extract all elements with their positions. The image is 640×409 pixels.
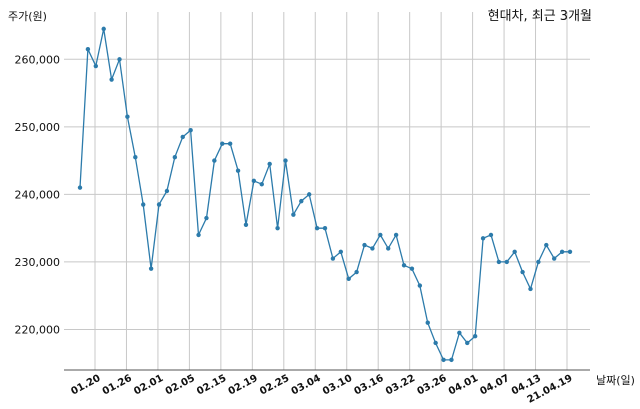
data-point xyxy=(520,269,525,275)
data-point xyxy=(196,232,201,238)
data-point xyxy=(259,182,264,187)
data-point xyxy=(77,185,83,190)
data-point xyxy=(504,259,509,265)
data-point xyxy=(559,249,565,254)
x-tick-label: 01.20 xyxy=(69,373,102,398)
data-point xyxy=(512,249,517,254)
x-tick-label: 03.26 xyxy=(415,373,448,398)
x-tick-label: 02.19 xyxy=(227,373,260,398)
data-point xyxy=(441,357,446,363)
data-point xyxy=(567,249,573,254)
data-point xyxy=(133,155,138,160)
data-point xyxy=(220,141,225,146)
data-point xyxy=(465,340,470,346)
data-point xyxy=(141,202,146,207)
y-tick-label: 260,000 xyxy=(15,53,61,66)
data-point xyxy=(480,236,486,241)
x-tick-label: 02.01 xyxy=(132,373,165,398)
data-point xyxy=(496,259,502,265)
data-point xyxy=(93,63,99,69)
data-point xyxy=(156,202,162,207)
data-point xyxy=(551,256,557,261)
price-series-points xyxy=(77,26,573,363)
data-point xyxy=(125,114,130,119)
data-point xyxy=(172,155,178,160)
x-tick-label: 04.07 xyxy=(478,373,511,398)
data-point xyxy=(488,232,494,238)
y-tick-label: 220,000 xyxy=(15,323,61,336)
x-tick-label: 02.05 xyxy=(164,373,197,398)
x-tick-label: 03.22 xyxy=(384,373,417,398)
x-tick-label: 02.15 xyxy=(195,373,228,398)
data-point xyxy=(354,269,359,275)
data-point xyxy=(370,246,375,251)
x-tick-labels: 01.2001.2602.0102.0502.1502.1902.2503.04… xyxy=(69,373,574,406)
data-point xyxy=(457,330,462,336)
data-point xyxy=(101,26,106,32)
data-point xyxy=(85,46,91,52)
x-tick-label: 01.26 xyxy=(101,373,134,398)
data-point xyxy=(536,259,541,265)
x-tick-label: 04.01 xyxy=(447,373,480,398)
data-point xyxy=(322,225,328,231)
data-point xyxy=(267,161,272,167)
x-tick-label: 03.10 xyxy=(321,373,354,398)
data-point xyxy=(362,242,367,248)
data-point xyxy=(433,340,438,346)
chart-title: 현대차, 최근 3개월 xyxy=(488,9,592,24)
data-point xyxy=(275,225,280,231)
data-point xyxy=(330,256,336,261)
data-point xyxy=(425,320,430,325)
data-point xyxy=(291,212,296,217)
data-point xyxy=(449,357,454,363)
y-tick-label: 250,000 xyxy=(15,121,61,134)
gridlines xyxy=(64,12,590,370)
data-point xyxy=(204,215,209,221)
data-point xyxy=(283,158,288,163)
y-tick-label: 230,000 xyxy=(15,256,61,269)
data-point xyxy=(148,266,154,271)
data-point xyxy=(544,242,549,248)
data-point xyxy=(314,225,320,231)
y-tick-label: 240,000 xyxy=(15,188,61,201)
data-point xyxy=(386,246,391,251)
data-point xyxy=(346,276,351,282)
data-point xyxy=(401,263,407,268)
data-point xyxy=(338,249,344,254)
y-tick-labels: 220,000 230,000 240,000 250,000 260,000 xyxy=(15,53,61,336)
data-point xyxy=(417,283,423,288)
data-point xyxy=(306,192,312,197)
data-point xyxy=(212,158,217,163)
data-point xyxy=(180,134,185,140)
data-point xyxy=(188,128,193,133)
data-point xyxy=(243,222,249,227)
data-point xyxy=(164,188,170,194)
data-point xyxy=(472,334,478,339)
data-point xyxy=(299,198,304,204)
data-point xyxy=(378,232,383,238)
x-tick-label: 03.16 xyxy=(353,373,386,398)
y-axis-label: 주가(원) xyxy=(8,10,47,23)
data-point xyxy=(251,178,257,184)
x-tick-label: 02.25 xyxy=(258,373,291,398)
data-point xyxy=(109,77,114,82)
data-point xyxy=(117,57,122,62)
data-point xyxy=(528,286,533,292)
data-point xyxy=(227,141,233,146)
data-point xyxy=(409,266,415,271)
x-tick-label: 03.04 xyxy=(290,373,323,398)
data-point xyxy=(235,168,241,173)
x-axis-label: 날짜(일) xyxy=(596,373,635,387)
data-point xyxy=(393,232,399,238)
